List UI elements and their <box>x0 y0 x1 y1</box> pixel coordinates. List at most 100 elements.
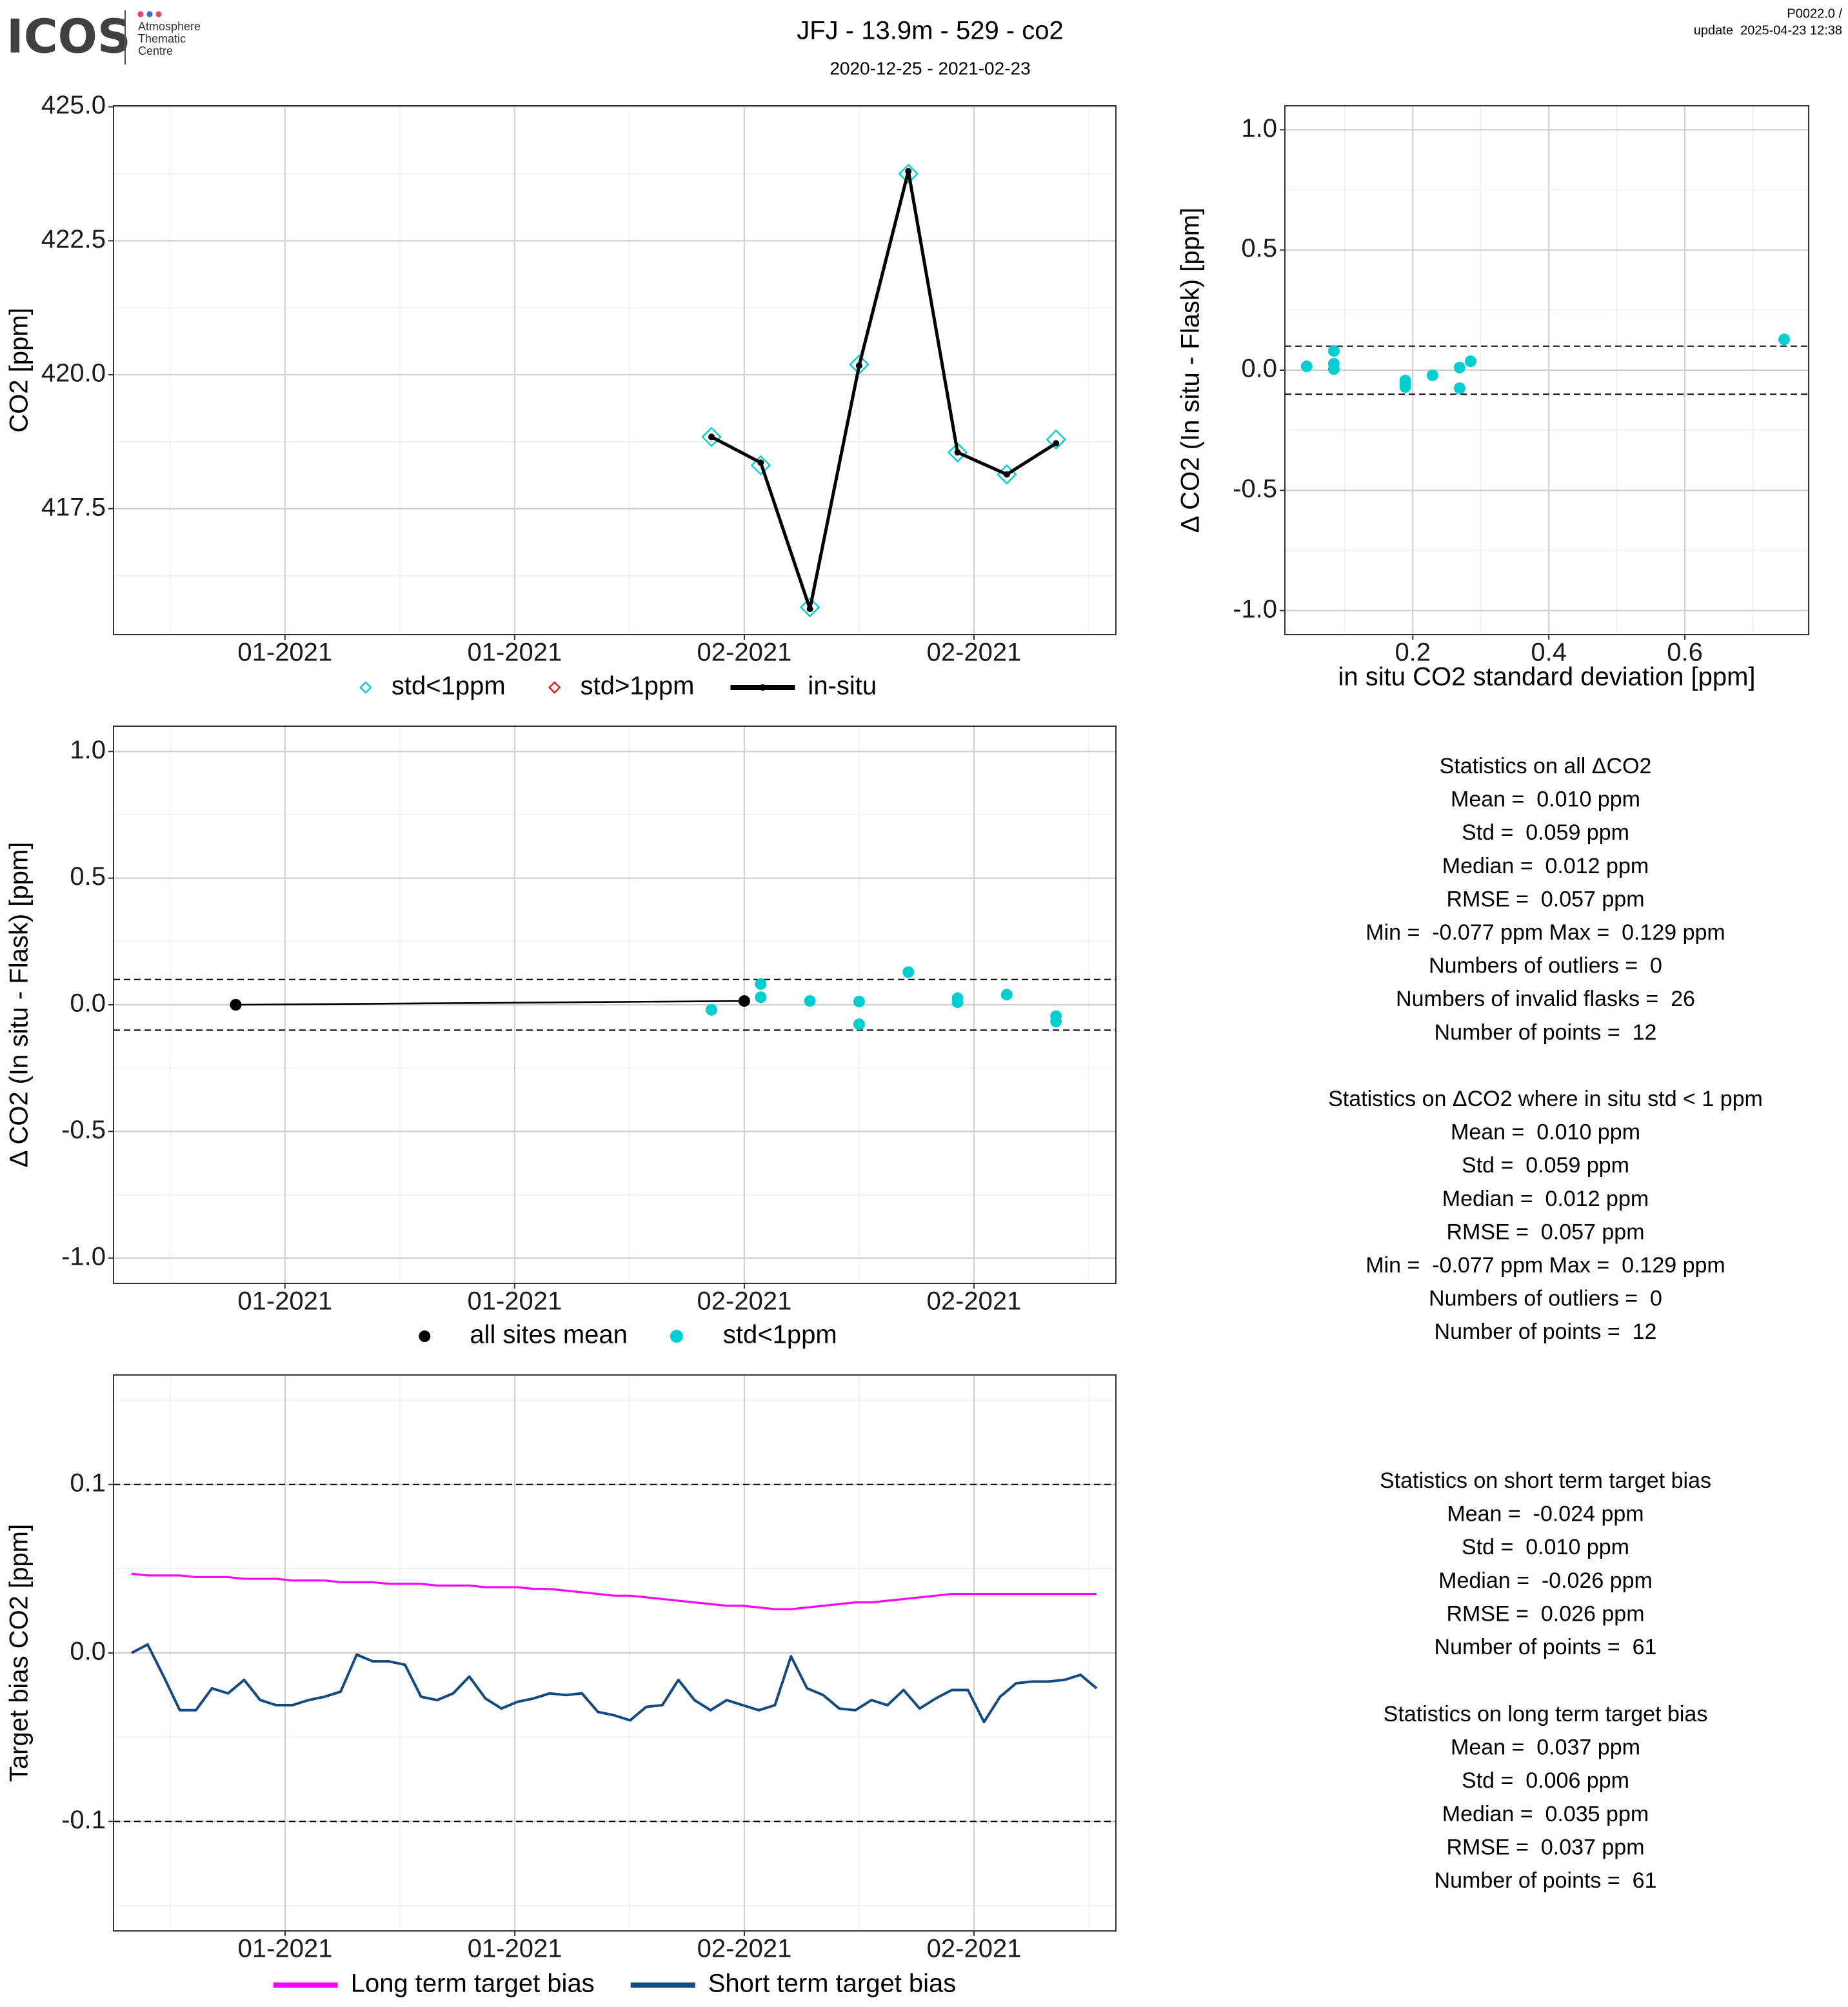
legend-key <box>548 681 561 694</box>
y-tick-label: 420.0 <box>41 359 106 388</box>
logo-dot <box>146 11 153 17</box>
plot-border <box>113 1374 1117 1932</box>
x-tick-label: 02-2021 <box>927 1287 1022 1316</box>
y-tick-label: -0.1 <box>61 1806 106 1834</box>
version: P0022.0 / <box>1787 6 1842 21</box>
point <box>1426 369 1438 381</box>
x-tick-label: 0.6 <box>1667 638 1703 667</box>
subtitle: 2020-12-25 - 2021-02-23 <box>830 58 1030 78</box>
point <box>755 978 767 990</box>
legend-label: all sites mean <box>470 1321 628 1349</box>
point <box>853 1018 865 1031</box>
stats-line: Mean = 0.037 ppm <box>1451 1735 1640 1760</box>
legend-key <box>670 1330 683 1343</box>
y-tick-label: 0.0 <box>1241 355 1277 383</box>
stats-line: Number of points = 12 <box>1435 1020 1657 1045</box>
plot-border <box>113 105 1117 635</box>
logo-dot <box>137 11 144 17</box>
point <box>1454 382 1466 394</box>
point <box>701 426 722 448</box>
series-line <box>710 169 1057 611</box>
stats-line: Median = 0.012 ppm <box>1442 854 1649 878</box>
legend-label: std<1ppm <box>392 672 506 700</box>
point <box>750 455 771 476</box>
y-tick-label: 425.0 <box>41 91 106 119</box>
y-tick-label: -1.0 <box>61 1242 106 1270</box>
point <box>708 433 715 440</box>
y-tick-label: 0.0 <box>70 1637 106 1666</box>
point <box>804 995 816 1007</box>
y-tick-label: 0.5 <box>70 862 106 891</box>
stats-line: RMSE = 0.057 ppm <box>1446 1220 1644 1244</box>
x-tick-label: 01-2021 <box>467 1287 562 1316</box>
x-tick-label: 01-2021 <box>238 1935 333 1963</box>
point <box>806 606 813 613</box>
point <box>1000 989 1013 1001</box>
x-tick-label: 02-2021 <box>697 638 792 667</box>
point <box>738 995 750 1007</box>
point <box>1327 363 1340 375</box>
y-axis-title: Δ CO2 (In situ - Flask) [ppm] <box>1177 208 1205 533</box>
title: JFJ - 13.9m - 529 - co2 <box>797 17 1063 45</box>
point <box>1300 361 1313 373</box>
stats-line: Median = -0.026 ppm <box>1438 1568 1653 1593</box>
y-tick-label: -1.0 <box>1233 595 1277 623</box>
y-tick-label: -0.5 <box>61 1116 106 1144</box>
y-tick-label: -0.5 <box>1233 475 1277 503</box>
stats-line: Numbers of invalid flasks = 26 <box>1396 987 1695 1011</box>
stats-line: Median = 0.035 ppm <box>1442 1802 1649 1826</box>
stats-line: Numbers of outliers = 0 <box>1429 1287 1662 1311</box>
x-tick-label: 01-2021 <box>468 1935 562 1963</box>
point <box>853 995 865 1007</box>
series-line <box>235 1000 744 1006</box>
logo-dot <box>155 11 162 17</box>
y-tick-label: 422.5 <box>41 225 106 253</box>
point <box>905 168 912 175</box>
plot-panel <box>114 106 1116 635</box>
series-line <box>131 1572 1097 1610</box>
legend-key <box>759 684 766 691</box>
stats-line: Number of points = 61 <box>1435 1635 1657 1659</box>
stats-line: Std = 0.059 ppm <box>1462 1153 1629 1178</box>
legend-label: Short term target bias <box>708 1970 957 1998</box>
x-axis-title: in situ CO2 standard deviation [ppm] <box>1338 663 1755 691</box>
legend: std<1ppm std>1ppm in-situ <box>359 672 877 700</box>
stats-line: Std = 0.006 ppm <box>1462 1768 1629 1793</box>
point <box>1046 429 1066 450</box>
x-tick-label: 02-2021 <box>927 638 1022 667</box>
stats-line: Number of points = 12 <box>1435 1320 1657 1344</box>
logo-text: Centre <box>138 44 173 57</box>
stats-line: Number of points = 61 <box>1435 1868 1657 1893</box>
stats-line: Mean = -0.024 ppm <box>1447 1502 1644 1527</box>
stats-line: RMSE = 0.037 ppm <box>1446 1835 1644 1859</box>
stats-title: Statistics on all ΔCO2 <box>1440 754 1652 778</box>
point <box>1327 345 1340 357</box>
y-tick-label: 1.0 <box>70 736 106 764</box>
update: update 2025-04-23 12:38 <box>1694 23 1842 37</box>
plot-border <box>113 726 1117 1284</box>
stats-title: Statistics on ΔCO2 where in situ std < 1… <box>1328 1087 1763 1111</box>
logo: ICOS <box>6 10 131 64</box>
series-line <box>131 1643 1098 1724</box>
legend-label: in-situ <box>808 672 877 700</box>
point <box>1003 471 1010 478</box>
stats-line: Mean = 0.010 ppm <box>1451 1120 1640 1145</box>
x-tick-label: 02-2021 <box>697 1935 792 1963</box>
logo-text: Atmosphere <box>138 20 201 33</box>
point <box>1053 440 1060 447</box>
stats-title: Statistics on short term target bias <box>1380 1468 1711 1493</box>
point <box>954 449 961 456</box>
legend-key <box>359 681 372 694</box>
point <box>706 1004 718 1016</box>
point <box>902 966 915 978</box>
point <box>1454 361 1466 373</box>
y-tick-label: 417.5 <box>41 493 106 521</box>
x-tick-label: 01-2021 <box>467 638 562 667</box>
legend-label: Long term target bias <box>351 1970 595 1998</box>
point <box>230 999 242 1011</box>
legend: all sites mean std<1ppm <box>419 1321 837 1349</box>
y-tick-label: 0.1 <box>70 1468 106 1497</box>
stats-line: Std = 0.059 ppm <box>1462 820 1629 845</box>
point <box>1399 381 1411 393</box>
point <box>898 163 919 184</box>
